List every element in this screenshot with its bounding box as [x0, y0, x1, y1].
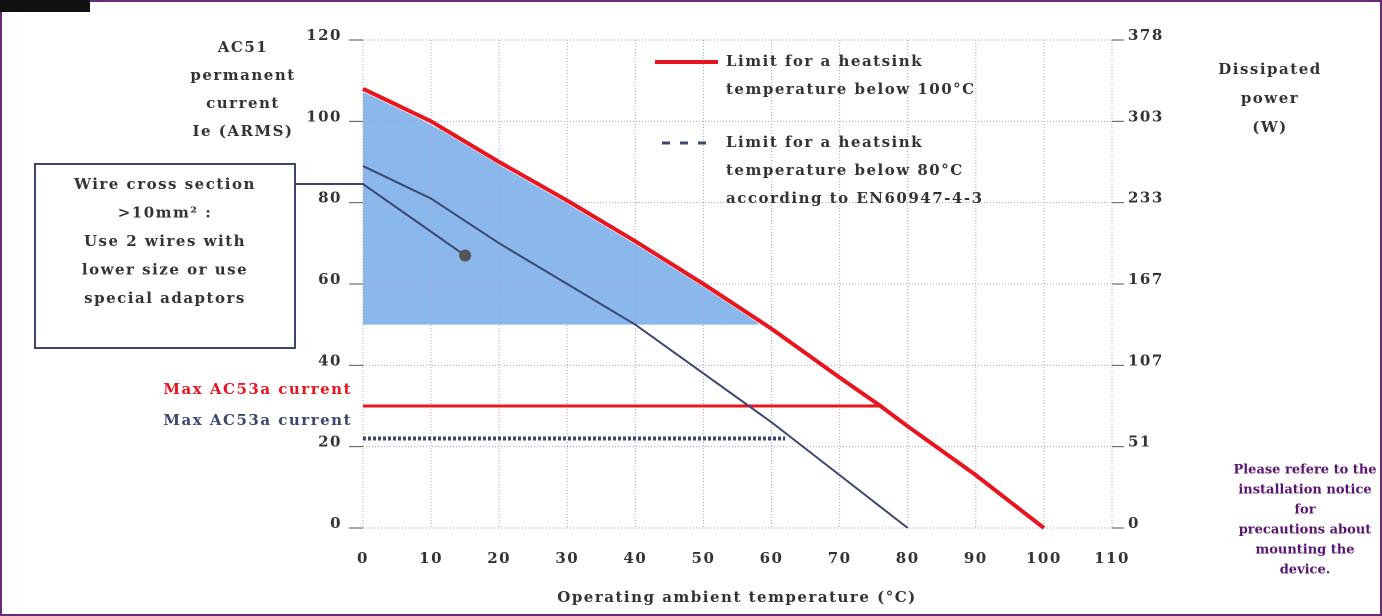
- y-tick-label: 40: [318, 351, 342, 369]
- series-line: [362, 165, 909, 529]
- note: Please refere to the: [1233, 463, 1376, 478]
- ac53a-label: Max AC53a current: [163, 411, 352, 429]
- x-axis-label: Operating ambient temperature (°C): [557, 588, 916, 606]
- y-tick-label: 100: [306, 107, 342, 125]
- y-tick-label: 80: [318, 189, 342, 207]
- annotation-text: >10mm² :: [118, 204, 213, 222]
- legend-label: Limit for a heatsink: [726, 52, 923, 70]
- y-axis-label: AC51: [217, 38, 268, 56]
- tab: [0, 0, 90, 12]
- y2-tick-label: 51: [1128, 433, 1152, 451]
- x-tick-label: 0: [357, 549, 369, 567]
- series-line: [362, 86, 1046, 530]
- y2-tick-label: 378: [1128, 26, 1164, 44]
- annotation-text: Wire cross section: [73, 175, 256, 193]
- region: [363, 91, 758, 325]
- annotation-dot: [459, 249, 472, 262]
- annotation-pointer: [295, 183, 466, 257]
- ac53a-label: Max AC53a current: [163, 380, 352, 398]
- legend-label: temperature below 80°C: [726, 161, 964, 179]
- note: mounting the: [1255, 543, 1354, 558]
- note: precautions about: [1239, 523, 1372, 538]
- x-tick-label: 60: [760, 549, 784, 567]
- x-tick-label: 110: [1094, 549, 1130, 567]
- annotation-box: [34, 163, 296, 349]
- note: device.: [1280, 563, 1331, 578]
- x-tick-label: 70: [828, 549, 852, 567]
- x-tick-label: 30: [555, 549, 579, 567]
- x-tick-label: 80: [896, 549, 920, 567]
- x-tick-label: 50: [692, 549, 716, 567]
- note: installation notice: [1238, 483, 1371, 498]
- y2-tick-label: 0: [1128, 514, 1140, 532]
- annotation-text: Use 2 wires with: [84, 232, 246, 250]
- y-axis-label: Ie (ARMS): [192, 122, 293, 140]
- y-tick-label: 120: [306, 26, 342, 44]
- y-tick-label: 0: [330, 514, 342, 532]
- y2-tick-label: 167: [1128, 270, 1164, 288]
- legend-label: according to EN60947-4-3: [726, 189, 984, 207]
- y2-tick-label: 233: [1128, 189, 1164, 207]
- annotation-text: special adaptors: [84, 289, 246, 307]
- legend-label: temperature below 100°C: [726, 80, 976, 98]
- x-tick-label: 10: [419, 549, 443, 567]
- note: for: [1294, 503, 1315, 518]
- annotation-text: lower size or use: [82, 261, 248, 279]
- x-tick-label: 100: [1026, 549, 1062, 567]
- x-tick-label: 90: [964, 549, 988, 567]
- y-tick-label: 60: [318, 270, 342, 288]
- y2-axis-label: (W): [1252, 118, 1288, 136]
- x-tick-label: 20: [487, 549, 511, 567]
- y2-axis-label: power: [1241, 89, 1299, 107]
- x-tick-label: 40: [623, 549, 647, 567]
- y2-tick-label: 303: [1128, 107, 1164, 125]
- y-axis-label: permanent: [190, 66, 295, 84]
- legend-label: Limit for a heatsink: [726, 133, 923, 151]
- y-axis-label: current: [206, 94, 280, 112]
- y-tick-label: 20: [318, 433, 342, 451]
- y2-tick-label: 107: [1128, 351, 1164, 369]
- y2-axis-label: Dissipated: [1218, 60, 1321, 78]
